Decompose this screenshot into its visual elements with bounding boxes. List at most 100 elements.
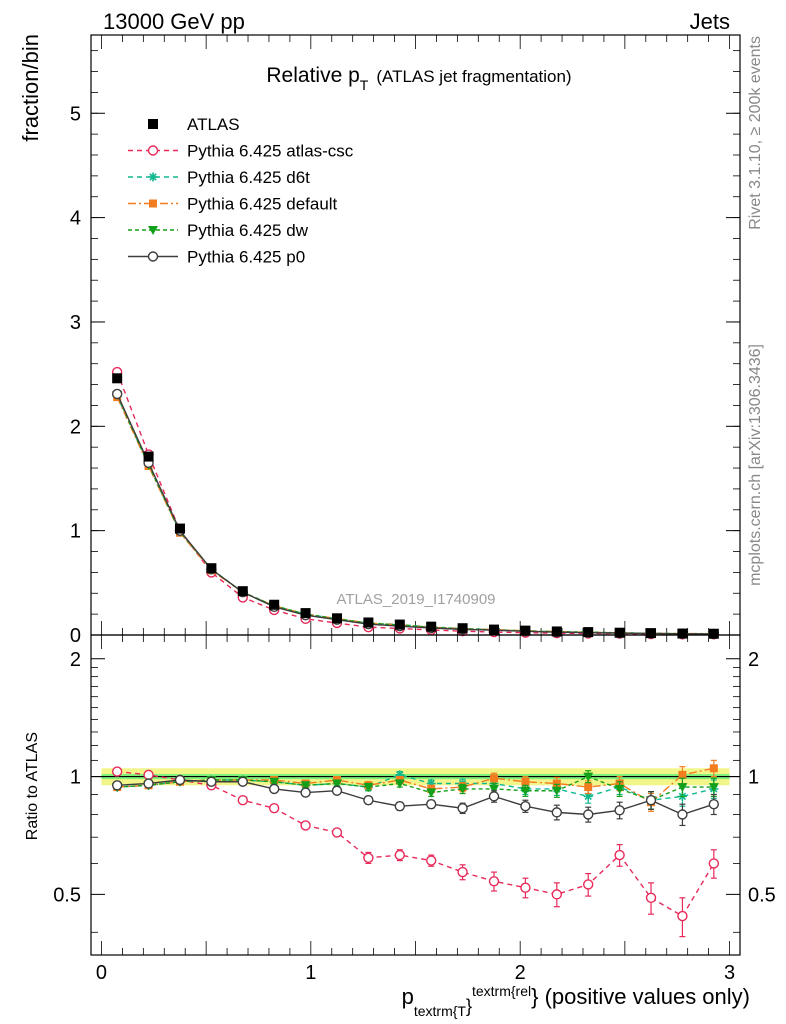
legend-item-5: Pythia 6.425 p0 [128,248,305,267]
marker-15 [583,809,594,820]
marker-0 [111,766,123,777]
process-label: Jets [690,9,730,34]
marker-17 [646,628,657,639]
marker-5 [268,783,280,795]
marker-17 [645,892,657,904]
marker-6 [300,787,311,798]
ratio-y-tick-label-right: 1 [748,767,759,789]
marker-12 [490,774,499,783]
marker-17 [645,795,657,806]
ratio-series-2 [113,759,718,812]
marker-1 [143,769,154,781]
x-tick-label: 1 [305,962,316,984]
marker-11 [457,623,468,634]
ratio-axes: 0.5 0.5 1 1 2 2 0 1 2 3 [53,635,776,984]
marker-5 [268,803,280,814]
marker-0 [147,251,159,262]
watermark: ATLAS_2019_I1740909 [336,591,495,608]
main-panel: Relative pT (ATLAS jet fragmentation) fra… [18,34,741,647]
marker-1 [143,451,154,462]
y-tick-label: 3 [70,312,81,334]
marker-13 [520,801,531,812]
marker-11 [457,784,468,794]
main-title-text: Relative p [266,64,359,87]
marker-5 [269,777,280,787]
marker-0 [148,119,158,129]
ratio-y-tick-label-left: 0.5 [53,884,81,906]
marker-0 [148,172,158,182]
marker-10 [426,779,436,789]
x-tick-label: 3 [724,962,735,984]
y-tick-label: 2 [70,416,81,438]
marker-6 [300,608,311,619]
marker-10 [426,855,437,866]
legend-label: Pythia 6.425 atlas-csc [187,142,354,161]
marker-15 [583,772,594,782]
marker-0 [147,145,159,156]
legend-item-2: Pythia 6.425 d6t [128,168,310,187]
marker-14 [551,626,562,637]
marker-14 [551,807,563,818]
legend: ATLAS Pythia 6.425 atlas-csc Pythia 6.425 … [128,115,354,267]
x-axis-label: ptextrm{T}textrm{rel} (positive values o… [402,983,750,1019]
y-tick-label: 1 [70,521,81,543]
x-axis-label-sub: textrm{T [414,1003,467,1019]
marker-18 [677,783,688,793]
marker-0 [111,780,123,791]
ratio-y-tick-label-left: 1 [70,767,81,789]
marker-3 [206,563,217,574]
marker-10 [426,798,437,810]
marker-7 [331,785,343,796]
ratio-band [91,768,740,786]
marker-16 [614,849,625,861]
marker-19 [708,628,719,639]
marker-13 [520,882,531,893]
marker-18 [677,628,688,639]
marker-0 [148,226,158,235]
legend-label: Pythia 6.425 p0 [187,248,305,267]
marker-18 [677,910,688,922]
ratio-y-tick-label-right: 0.5 [748,884,776,906]
marker-16 [614,805,625,816]
marker-19 [708,858,720,869]
marker-19 [709,764,718,773]
marker-8 [363,852,374,864]
mcplots-info: mcplots.cern.ch [arXiv:1306.3436] [747,344,764,586]
marker-6 [300,820,311,831]
ratio-panel-frame [90,634,741,956]
marker-19 [708,798,720,810]
marker-9 [394,619,405,630]
ratio-y-tick-label-right: 2 [748,649,759,671]
main-title-subscript: T [360,77,369,93]
marker-4 [237,586,248,597]
series-line [116,393,714,635]
marker-11 [457,866,468,878]
marker-2 [174,774,186,786]
marker-15 [583,879,594,890]
legend-item-0: ATLAS [148,115,240,134]
ratio-series [111,759,720,938]
marker-7 [331,779,342,789]
marker-15 [583,627,594,638]
y-tick-label: 5 [70,103,81,125]
marker-14 [552,779,561,788]
marker-9 [394,849,405,861]
ratio-series-line [117,770,715,918]
marker-3 [206,776,217,787]
marker-10 [426,621,437,632]
series-atlas-data [112,373,719,639]
main-title: Relative pT (ATLAS jet fragmentation) [266,64,571,93]
marker-1 [143,778,154,789]
marker-12 [489,624,500,635]
marker-13 [520,625,531,636]
marker-13 [520,786,531,796]
marker-9 [395,770,405,780]
marker-15 [583,791,593,801]
ratio-panel: 0.5 0.5 1 1 2 2 0 1 2 3 Ratio to ATLAS ptextrm{T}… [24,634,776,1019]
legend-label: Pythia 6.425 dw [187,221,309,240]
marker-7 [331,613,342,624]
marker-8 [363,795,374,806]
marker-9 [394,779,405,789]
x-axis-label-suffix: } (positive values only) [531,984,750,1009]
